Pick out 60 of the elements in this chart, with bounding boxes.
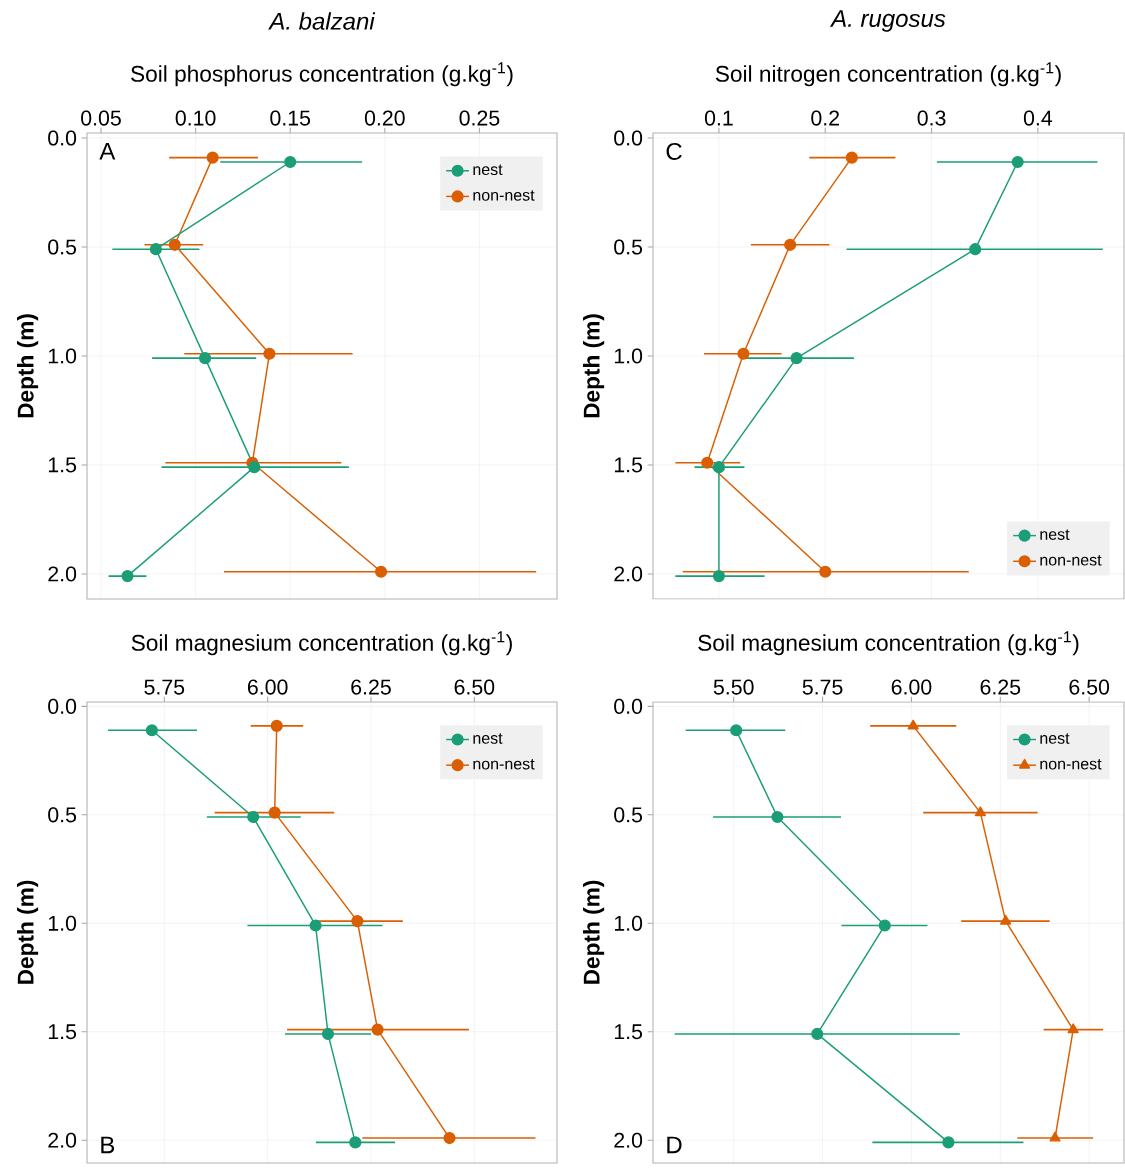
x-tick-label: 6.25	[980, 679, 1021, 695]
x-tick-label: 0.10	[175, 110, 216, 126]
y-tick-label: 0.0	[48, 130, 77, 146]
x-tick-label: 5.50	[713, 679, 754, 695]
legend-label: nest	[1040, 529, 1070, 540]
y-tick-label: 0.0	[614, 698, 643, 714]
y-tick-label: 2.0	[614, 566, 643, 582]
legend-label: non-nest	[1040, 555, 1102, 566]
legend-label: non-nest	[1040, 759, 1102, 770]
annotation: B	[101, 1136, 115, 1154]
y-tick-label: 0.5	[614, 807, 643, 823]
y-tick-label: 0.0	[48, 698, 77, 714]
x-tick-label: 0.05	[81, 110, 121, 126]
y-tick-label: 0.0	[614, 130, 643, 146]
x-tick-label: 6.50	[1069, 679, 1110, 695]
legend-label: nest	[473, 733, 503, 744]
y-tick-label: 0.5	[614, 239, 643, 255]
y-tick-label: 1.0	[614, 915, 643, 931]
y-tick-label: 1.0	[614, 348, 643, 364]
x-tick-label: 6.00	[247, 679, 288, 695]
x-tick-label: 6.00	[891, 679, 932, 695]
y-tick-label: 1.5	[48, 457, 77, 473]
x-tick-label: 5.75	[802, 679, 843, 695]
y-axis-title: Depth (m)	[583, 880, 605, 984]
annotation: D	[667, 1136, 682, 1154]
y-axis-title: Depth (m)	[17, 314, 39, 418]
x-tick-label: 6.50	[454, 679, 495, 695]
chart-title: A. balzani	[268, 12, 376, 30]
x-axis-title: Soil nitrogen concentration (g.kg$^{-1}$)	[715, 62, 1061, 87]
annotation: A	[99, 142, 116, 160]
x-tick-label: 0.4	[1023, 110, 1053, 126]
y-tick-label: 2.0	[48, 1132, 77, 1148]
y-tick-label: 0.5	[48, 239, 77, 255]
y-axis-title: Depth (m)	[583, 314, 605, 418]
annotation: C	[666, 142, 682, 160]
legend-label: non-nest	[473, 759, 535, 770]
y-tick-label: 1.5	[48, 1024, 77, 1040]
x-tick-label: 6.25	[351, 679, 391, 695]
x-axis-title: Soil magnesium concentration (g.kg$^{-1}$)	[131, 631, 512, 656]
x-tick-label: 0.1	[704, 110, 733, 126]
y-tick-label: 1.5	[614, 457, 643, 473]
chart-title: A. rugosus	[829, 10, 946, 32]
x-tick-label: 0.15	[270, 110, 311, 126]
x-tick-label: 0.3	[917, 110, 946, 126]
x-axis-title: Soil magnesium concentration (g.kg$^{-1}$)	[698, 631, 1079, 656]
y-tick-label: 1.5	[614, 1024, 643, 1040]
y-tick-label: 2.0	[48, 566, 77, 582]
legend-label: nest	[473, 164, 503, 176]
y-tick-label: 1.0	[48, 915, 77, 931]
legend-label: non-nest	[473, 190, 535, 201]
y-tick-label: 1.0	[48, 348, 77, 364]
x-tick-label: 0.25	[459, 110, 500, 126]
x-tick-label: 5.75	[144, 679, 185, 695]
y-tick-label: 0.5	[48, 807, 77, 823]
x-tick-label: 0.2	[811, 110, 839, 126]
x-tick-label: 0.20	[364, 110, 405, 126]
y-axis-title: Depth (m)	[17, 880, 39, 984]
y-tick-label: 2.0	[614, 1132, 643, 1148]
x-axis-title: Soil phosphorus concentration (g.kg$^{-1}$)	[131, 62, 513, 87]
legend-label: nest	[1040, 733, 1070, 744]
